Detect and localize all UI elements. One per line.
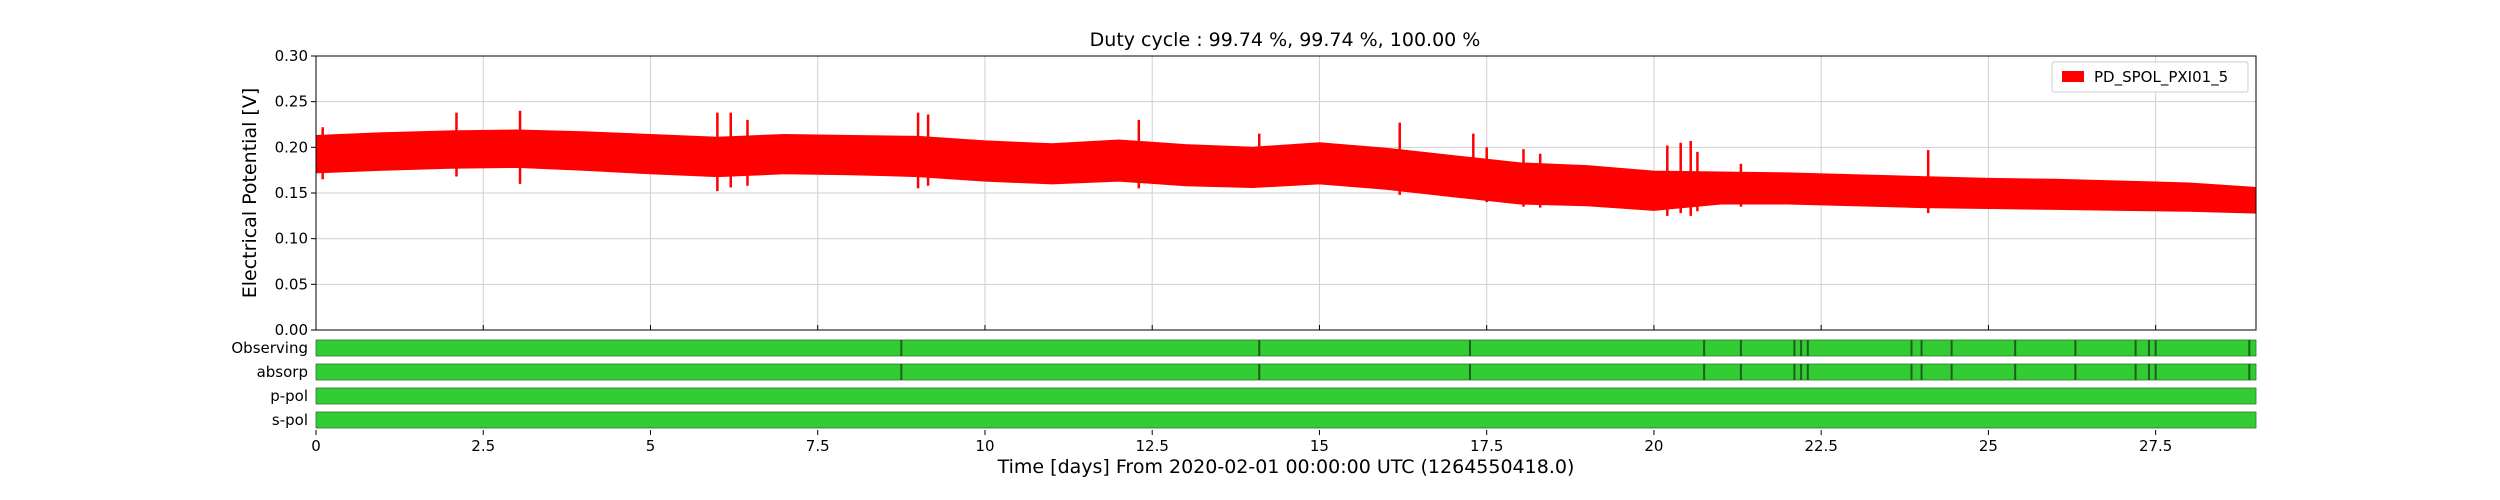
segment-label: absorp: [257, 363, 308, 381]
y-tick-label-3: 0.15: [275, 184, 308, 202]
segment-bar: [315, 339, 2257, 357]
segment-row-absorp: absorp: [257, 363, 2257, 381]
y-tick-label-5: 0.25: [275, 93, 308, 111]
x-tick-label-0: 0: [311, 437, 321, 455]
legend: PD_SPOL_PXI01_5: [2051, 61, 2249, 93]
chart-title: Duty cycle : 99.74 %, 99.74 %, 100.00 %: [1090, 29, 1481, 51]
y-axis: 0.00 0.05 0.10 0.15 0.20 0.25 0.30: [275, 47, 316, 339]
y-tick-label-0: 0.00: [275, 321, 308, 339]
segment-row-observing: Observing: [231, 339, 2257, 357]
y-tick-label-2: 0.10: [275, 230, 308, 248]
x-tick-label-1: 2.5: [471, 437, 495, 455]
y-axis-label: Electrical Potential [V]: [239, 88, 261, 298]
series-band-pd-spol-pxi01-5: [315, 110, 2257, 216]
y-tick-label-6: 0.30: [275, 47, 308, 65]
segment-label: Observing: [231, 339, 308, 357]
legend-entry-label: PD_SPOL_PXI01_5: [2094, 68, 2228, 87]
segment-bars: Observing absorp p-pol s-pol: [231, 339, 2257, 429]
legend-box: [2051, 61, 2249, 93]
segment-row-s-pol: s-pol: [272, 411, 2257, 429]
legend-swatch: [2062, 71, 2084, 82]
x-tick-label-11: 27.5: [2139, 437, 2172, 455]
x-axis: 0 2.5 5 7.5 10 12.5 15 17.5 20 22.5 25 27.5: [311, 325, 2172, 455]
segment-bar: [315, 387, 2257, 405]
y-tick-label-1: 0.05: [275, 275, 308, 293]
x-tick-label-4: 10: [975, 437, 994, 455]
x-tick-label-5: 12.5: [1136, 437, 1169, 455]
x-tick-label-9: 22.5: [1804, 437, 1837, 455]
series-band-0: [315, 129, 2257, 214]
x-tick-label-3: 7.5: [806, 437, 830, 455]
y-tick-label-4: 0.20: [275, 138, 308, 156]
x-tick-label-7: 17.5: [1470, 437, 1503, 455]
x-axis-label: Time [days] From 2020-02-01 00:00:00 UTC…: [997, 456, 1575, 478]
segment-bar: [315, 411, 2257, 429]
segment-label: p-pol: [270, 387, 308, 405]
x-tick-label-2: 5: [646, 437, 656, 455]
segment-label: s-pol: [272, 411, 308, 429]
x-tick-label-6: 15: [1310, 437, 1329, 455]
segment-bar: [315, 363, 2257, 381]
segment-row-p-pol: p-pol: [270, 387, 2257, 405]
x-tick-label-10: 25: [1979, 437, 1998, 455]
x-tick-label-8: 20: [1644, 437, 1663, 455]
